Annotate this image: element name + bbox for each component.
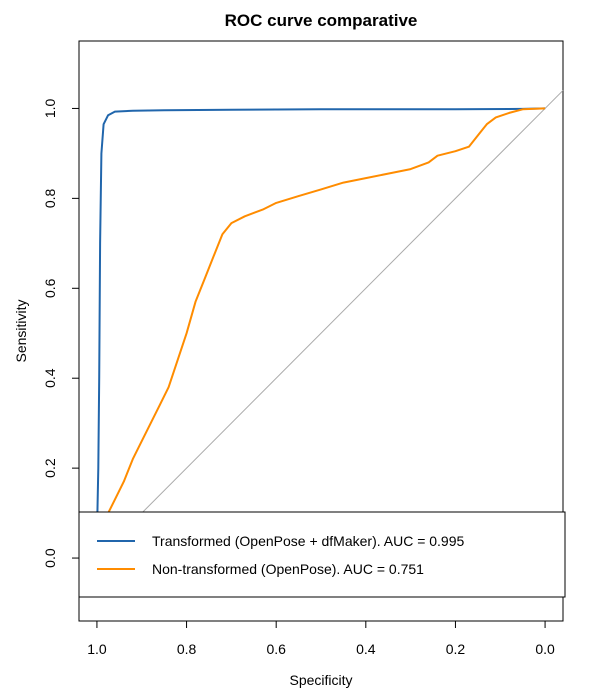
x-tick-label: 0.8 [177, 641, 197, 657]
y-axis-label: Sensitivity [13, 299, 29, 362]
x-tick-label: 0.4 [356, 641, 376, 657]
y-tick-label: 0.0 [42, 548, 58, 568]
y-tick-label: 1.0 [42, 98, 58, 118]
reference-diagonal-line [78, 90, 564, 577]
x-tick-label: 0.6 [266, 641, 286, 657]
y-tick-label: 0.8 [42, 188, 58, 208]
legend-label-transformed: Transformed (OpenPose + dfMaker). AUC = … [152, 533, 465, 549]
chart-title: ROC curve comparative [225, 11, 418, 30]
axes: 0.0 0.2 0.4 0.6 0.8 1.0 0.0 0.2 0.4 0.6 0.8 1.0 [42, 98, 555, 657]
legend-box [78, 511, 566, 598]
legend-label-non-transformed: Non-transformed (OpenPose). AUC = 0.751 [152, 561, 424, 577]
x-tick-label: 0.2 [446, 641, 466, 657]
series-line-transformed [95, 107, 546, 559]
y-tick-label: 0.2 [42, 458, 58, 478]
x-axis-label: Specificity [289, 672, 352, 688]
series-line-non-transformed [95, 107, 546, 559]
y-tick-label: 0.4 [42, 368, 58, 388]
legend: Transformed (OpenPose + dfMaker). AUC = … [78, 511, 566, 598]
x-tick-label: 1.0 [87, 641, 107, 657]
x-tick-label: 0.0 [535, 641, 555, 657]
y-tick-label: 0.6 [42, 278, 58, 298]
plot-area [78, 90, 564, 577]
